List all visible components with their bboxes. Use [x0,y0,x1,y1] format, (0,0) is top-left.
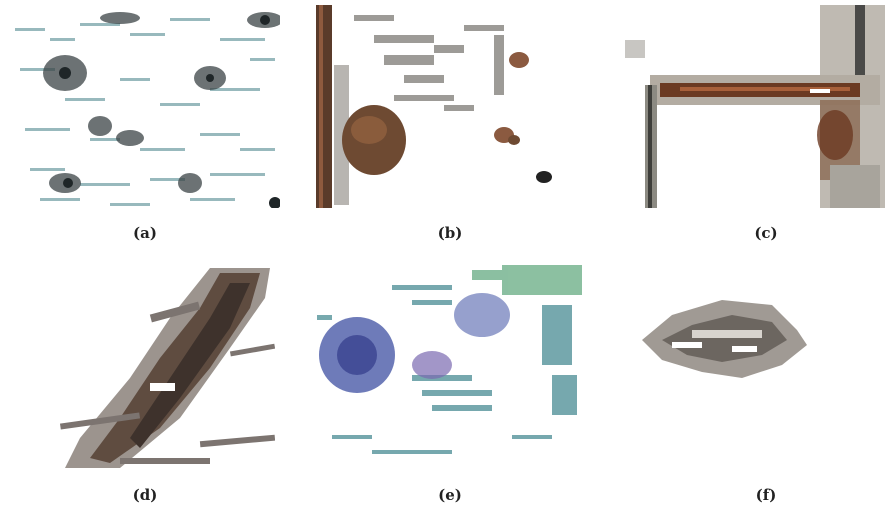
panel-e-texture [317,265,582,454]
panel-a-label: (a) [133,224,157,242]
panel-c-image [620,5,890,208]
panel-f-label: (f) [755,486,777,504]
panel-c-label: (c) [754,224,778,242]
panel-f-image [632,290,812,390]
panel-a-texture [15,12,280,208]
panel-d-label: (d) [132,486,158,504]
panel-e-image [312,265,587,470]
panel-b-image [314,5,564,208]
panel-d-texture [60,268,275,468]
panel-f-texture [642,300,807,378]
panel-a-image [10,8,280,208]
panel-d-image [60,268,275,468]
panel-e-label: (e) [438,486,462,504]
panel-c-texture [625,5,885,208]
panel-b-label: (b) [437,224,463,242]
panel-b-texture [316,5,552,208]
